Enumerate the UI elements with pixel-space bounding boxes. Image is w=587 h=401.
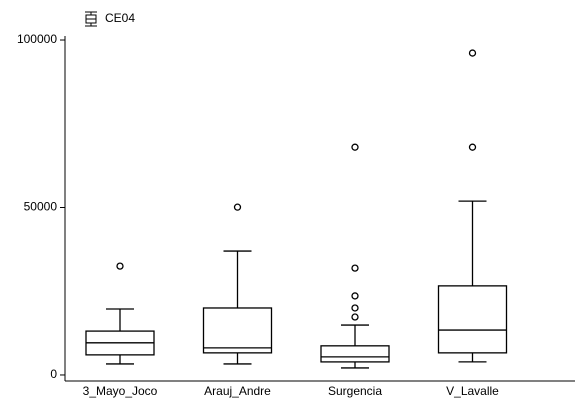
y-tick-label: 50000 <box>24 200 58 214</box>
y-tick-label: 0 <box>50 367 57 381</box>
box <box>320 345 390 363</box>
box <box>202 307 273 354</box>
x-tick-label: 3_Mayo_Joco <box>83 384 158 398</box>
outlier <box>351 143 359 151</box>
legend: CE04 <box>85 11 135 27</box>
outlier <box>351 304 359 312</box>
outlier <box>468 143 477 151</box>
y-tick-label: 100000 <box>17 32 57 46</box>
outlier <box>351 292 359 300</box>
outlier <box>468 49 477 57</box>
outlier <box>351 313 359 321</box>
x-tick-label: Surgencia <box>328 384 382 398</box>
x-tick-label: V_Lavalle <box>446 384 499 398</box>
outlier <box>233 203 242 211</box>
box <box>437 285 508 354</box>
outlier <box>116 262 124 270</box>
legend-label: CE04 <box>105 11 135 25</box>
x-tick-label: Arauj_Andre <box>204 384 271 398</box>
outlier <box>351 264 359 272</box>
